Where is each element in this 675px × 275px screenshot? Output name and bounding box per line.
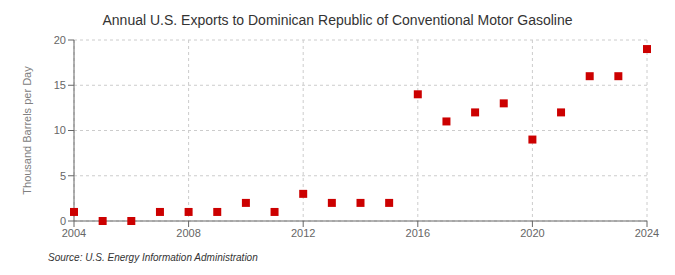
- svg-text:5: 5: [60, 170, 66, 182]
- svg-text:0: 0: [60, 215, 66, 227]
- svg-text:2004: 2004: [62, 227, 86, 239]
- svg-text:2016: 2016: [406, 227, 430, 239]
- svg-text:2012: 2012: [291, 227, 315, 239]
- svg-text:15: 15: [54, 79, 66, 91]
- html-text:Source: U.S. Energy Informatio: Source: U.S. Energy Information Administ…: [48, 252, 258, 263]
- svg-text:10: 10: [54, 124, 66, 136]
- html-text:Annual U.S. Exports to Dominic: Annual U.S. Exports to Dominican Republi…: [102, 12, 573, 28]
- svg-text:20: 20: [54, 34, 66, 46]
- svg-text:2020: 2020: [520, 227, 544, 239]
- svg-text:2008: 2008: [176, 227, 200, 239]
- svg-text:2024: 2024: [635, 227, 659, 239]
- svg-text:Thousand Barrels per Day: Thousand Barrels per Day: [21, 66, 33, 195]
